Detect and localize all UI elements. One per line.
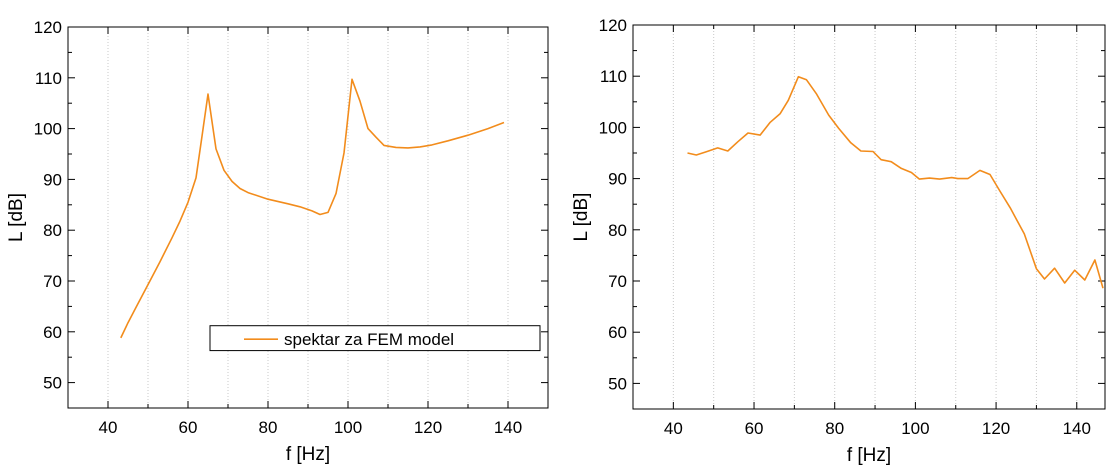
x-tick-label: 80 (825, 419, 844, 438)
legend-label: spektar za FEM model (284, 330, 454, 349)
x-tick-label: 140 (494, 418, 522, 437)
y-tick-label: 120 (34, 18, 62, 37)
series-line (687, 75, 1104, 289)
y-axis-label: L [dB] (6, 193, 27, 242)
y-tick-label: 50 (43, 374, 62, 393)
x-tick-label: 80 (259, 418, 278, 437)
x-tick-label: 60 (745, 419, 764, 438)
y-tick-label: 110 (600, 67, 627, 86)
x-tick-label: 120 (414, 418, 442, 437)
y-tick-label: 110 (35, 69, 62, 88)
legend-box (209, 325, 541, 352)
plot-frame (632, 24, 1106, 410)
x-axis-label: f [Hz] (847, 445, 891, 466)
chart-left: 40 60 80 100 120 140 50 60 70 80 90 100 110 120 f [Hz]… (6, 18, 549, 465)
x-tick-label: 60 (179, 418, 198, 437)
y-tick-label: 70 (43, 272, 62, 291)
chart-right: 40 60 80 100 120 140 50 60 70 80 90 100 110 120 f [Hz]… (571, 16, 1106, 466)
y-tick-label: 80 (43, 221, 62, 240)
y-axis-label: L [dB] (571, 193, 592, 242)
x-tick-label: 100 (334, 418, 362, 437)
y-tick-label: 120 (599, 16, 627, 35)
y-tick-label: 90 (608, 170, 627, 189)
y-tick-label: 100 (599, 118, 627, 137)
x-tick-label: 40 (664, 419, 683, 438)
y-tick-label: 60 (608, 323, 627, 342)
x-axis-label: f [Hz] (286, 444, 330, 465)
series-line (120, 78, 505, 339)
y-tick-label: 100 (34, 120, 62, 139)
y-tick-label: 60 (43, 323, 62, 342)
x-tick-label: 100 (901, 419, 929, 438)
y-tick-label: 80 (608, 221, 627, 240)
y-tick-label: 90 (43, 170, 62, 189)
x-tick-label: 40 (99, 418, 118, 437)
y-tick-label: 50 (608, 374, 627, 393)
x-tick-label: 120 (982, 419, 1010, 438)
y-tick-label: 70 (608, 272, 627, 291)
x-tick-label: 140 (1063, 419, 1091, 438)
